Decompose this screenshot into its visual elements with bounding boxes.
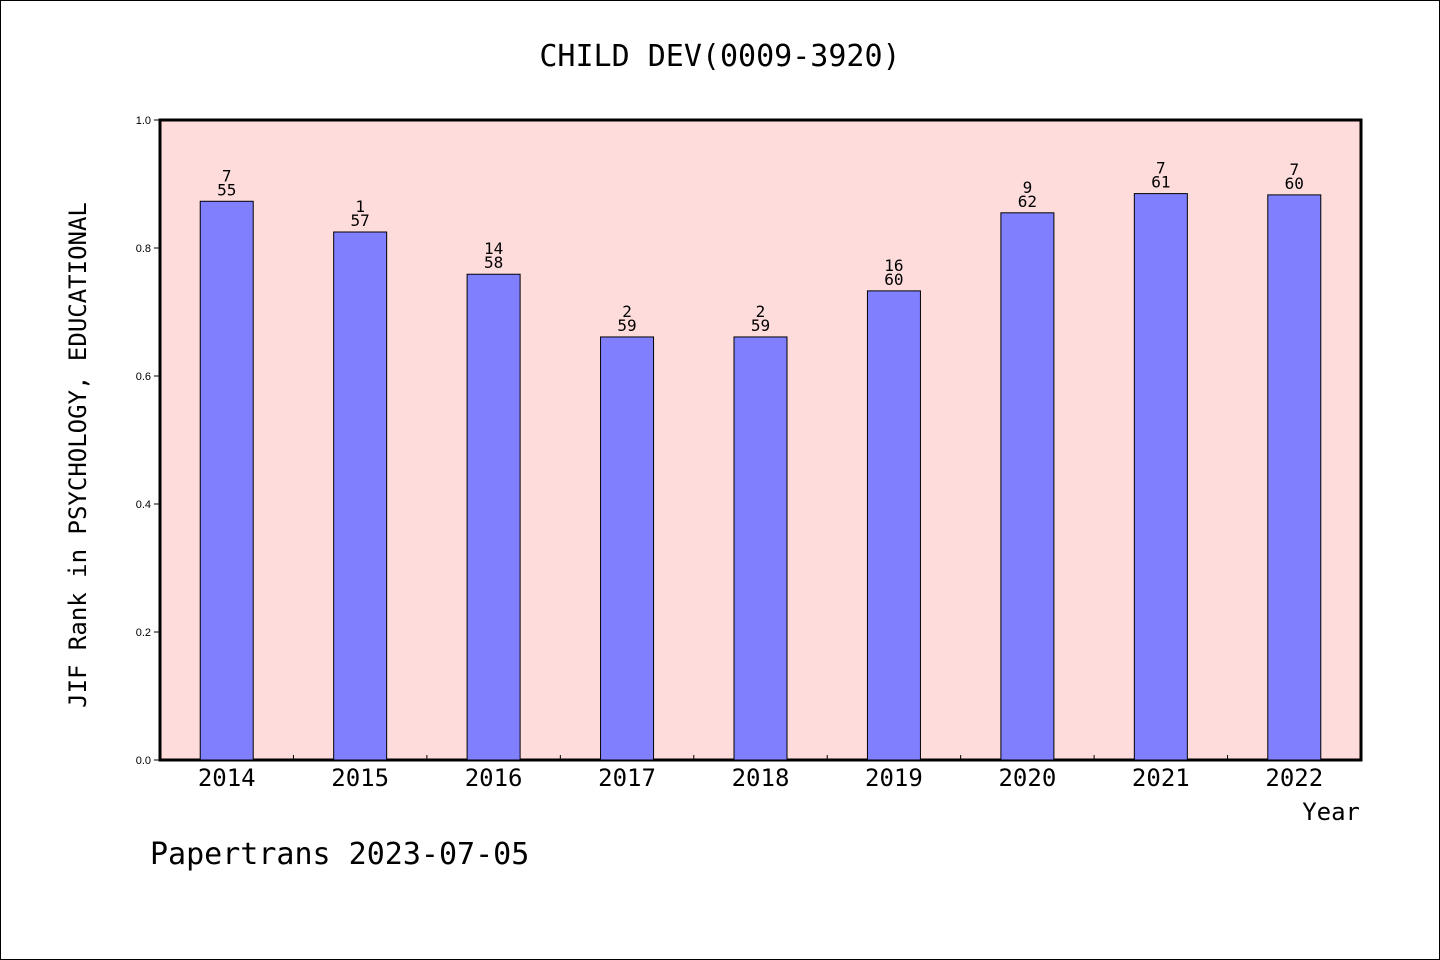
bar-total-label: 57: [351, 211, 370, 230]
bar-total-label: 58: [484, 253, 503, 272]
x-tick-label: 2022: [1265, 764, 1323, 792]
bar-total-label: 60: [1285, 174, 1304, 193]
bar-rank-label: 2: [756, 302, 766, 321]
bar-rank-label: 7: [1156, 159, 1166, 178]
x-tick-label: 2018: [732, 764, 790, 792]
bar-rank-label: 2: [622, 302, 632, 321]
y-axis-label: JIF Rank in PSYCHOLOGY, EDUCATIONAL: [64, 202, 92, 708]
bar-total-label: 62: [1018, 192, 1037, 211]
y-axis: 0.0 0.2 0.4 0.6 0.8 1.0: [136, 115, 160, 767]
bar-rank-label: 1: [355, 197, 365, 216]
bar-total-label: 59: [751, 316, 770, 335]
bar-total-label: 55: [217, 180, 236, 199]
bar-2019: [866, 290, 921, 761]
x-tick-label: 2021: [1132, 764, 1190, 792]
bar-2020: [1000, 212, 1055, 761]
y-tick-label: 1.0: [136, 115, 151, 127]
bar-total-label: 61: [1151, 173, 1170, 192]
bar-total-label: 60: [884, 270, 903, 289]
bar-rank-label: 7: [1289, 160, 1299, 179]
x-tick-label: 2020: [998, 764, 1056, 792]
x-axis: 2014 2015 2016 2017 2018 2019 2020 2021 2022: [198, 755, 1323, 792]
x-tick-label: 2019: [865, 764, 923, 792]
y-tick-label: 0.8: [136, 243, 151, 255]
bar-2014: [199, 200, 254, 761]
bar-2016: [466, 273, 521, 761]
y-tick-label: 0.0: [136, 755, 151, 767]
bar-2021: [1133, 193, 1188, 761]
bar-2015: [333, 231, 388, 761]
bar-rank-label: 9: [1023, 178, 1033, 197]
chart-title: CHILD DEV(0009-3920): [539, 39, 900, 74]
y-tick-label: 0.2: [136, 627, 151, 639]
bar-rank-label: 14: [484, 239, 503, 258]
x-axis-label: Year: [1302, 798, 1360, 826]
bar-2017: [600, 336, 655, 761]
x-tick-label: 2016: [465, 764, 523, 792]
bar-total-label: 59: [617, 316, 636, 335]
x-tick-label: 2014: [198, 764, 256, 792]
bar-2022: [1267, 194, 1322, 761]
y-tick-label: 0.4: [136, 499, 151, 511]
y-tick-label: 0.6: [136, 371, 151, 383]
bar-rank-label: 7: [222, 166, 232, 185]
bar-rank-label: 16: [884, 256, 903, 275]
footer-credit: Papertrans 2023-07-05: [150, 837, 529, 872]
bar-2018: [733, 336, 788, 761]
x-tick-label: 2017: [598, 764, 656, 792]
x-tick-label: 2015: [331, 764, 389, 792]
